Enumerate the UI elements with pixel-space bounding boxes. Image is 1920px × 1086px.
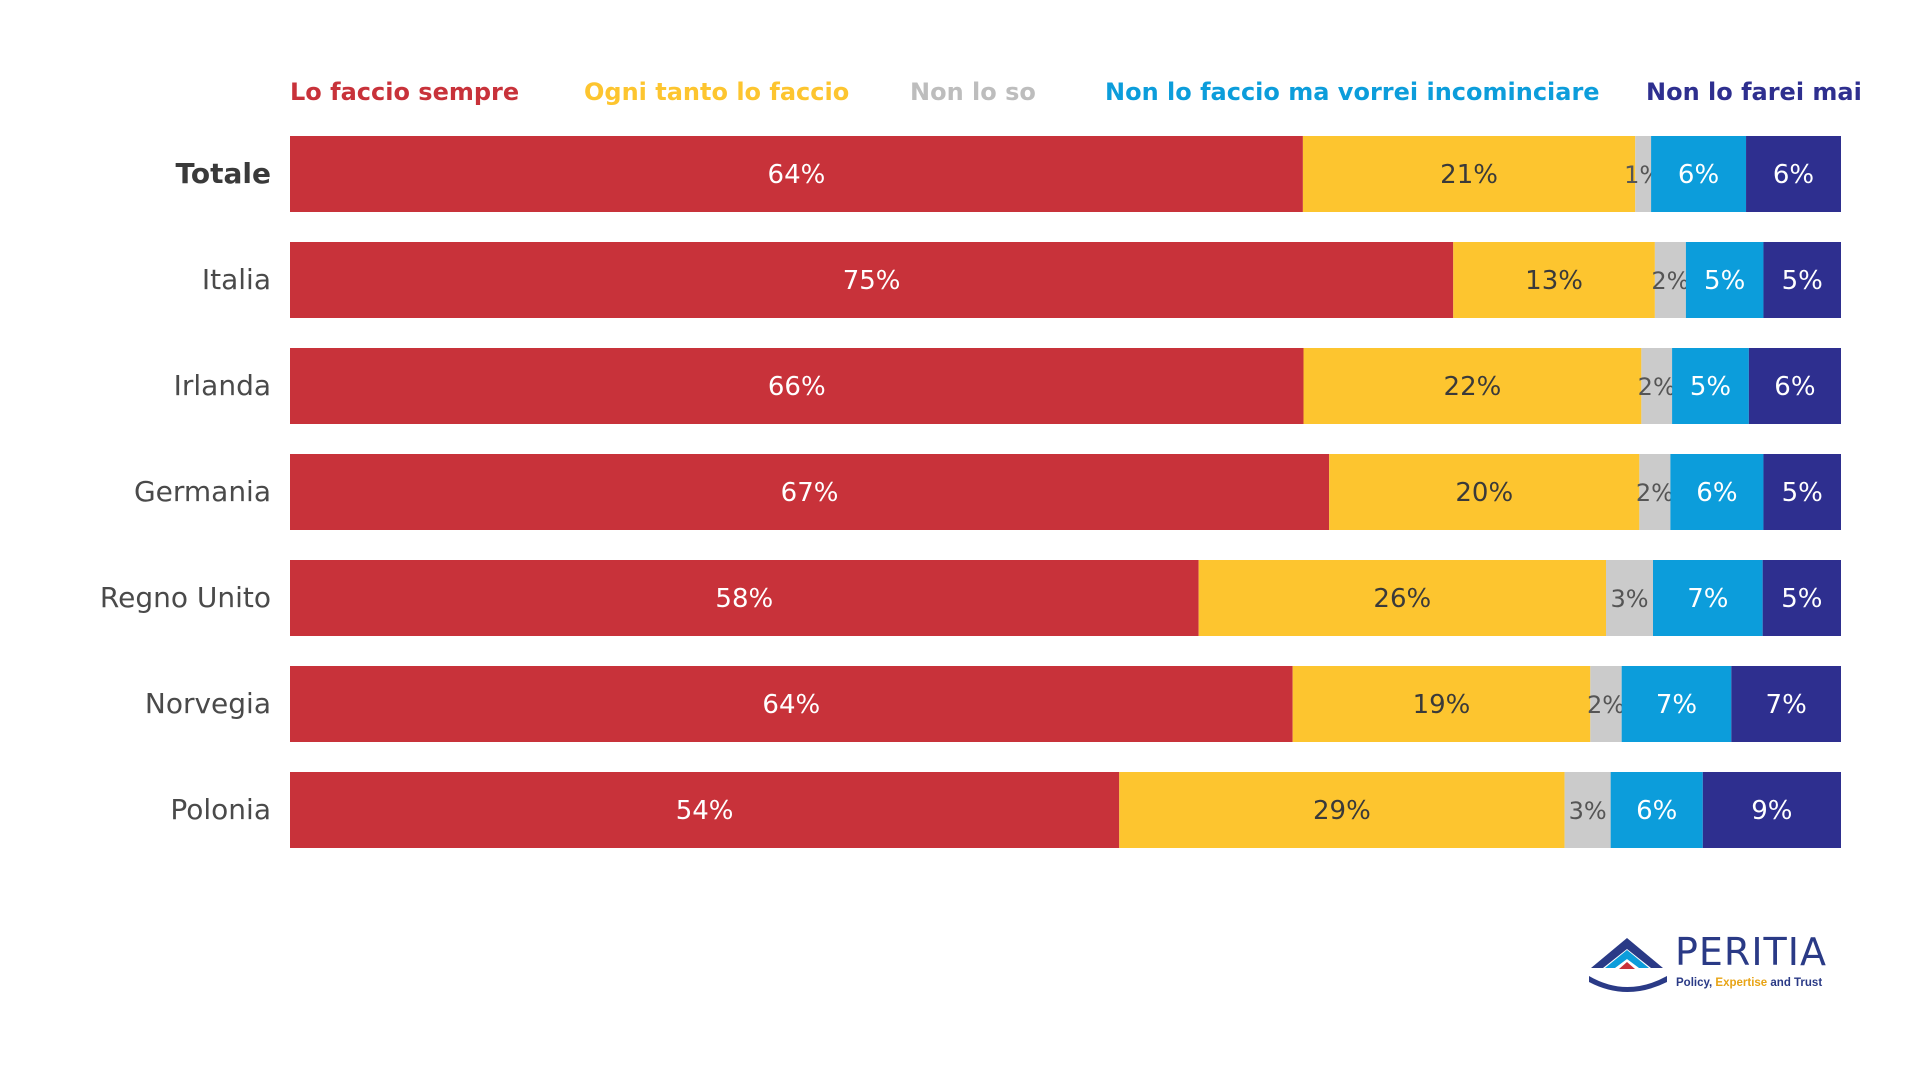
category-label: Irlanda — [174, 369, 271, 402]
data-label: 7% — [1687, 584, 1728, 614]
bar-segment — [1329, 454, 1640, 530]
peritia-logo: PERITIA Policy, Expertise and Trust — [1585, 930, 1845, 1000]
data-label: 29% — [1313, 796, 1371, 826]
bar-segment — [290, 454, 1330, 530]
data-label: 2% — [1651, 267, 1689, 295]
data-label: 67% — [781, 478, 839, 508]
data-label: 13% — [1525, 266, 1583, 296]
bar-segment — [1453, 242, 1655, 318]
bar-segment — [1702, 772, 1841, 848]
bar-segment — [1292, 666, 1591, 742]
legend-item-3: Non lo so — [910, 78, 1036, 106]
bar-segment — [1621, 666, 1732, 742]
data-label: 2% — [1587, 691, 1625, 719]
category-label: Italia — [202, 263, 271, 296]
data-label: 6% — [1696, 478, 1737, 508]
bar-segment — [290, 136, 1303, 212]
legend-item-4: Non lo faccio ma vorrei incominciare — [1105, 78, 1600, 106]
bar-segment — [290, 560, 1199, 636]
bar-segment — [1590, 666, 1622, 742]
bar-segment — [1303, 348, 1642, 424]
bar-segment — [1685, 242, 1764, 318]
bar-segment — [1746, 136, 1841, 212]
bar-segment — [1763, 242, 1841, 318]
data-label: 5% — [1782, 266, 1823, 296]
bar-segment — [1641, 348, 1673, 424]
data-label: 5% — [1704, 266, 1745, 296]
bar-segment — [1762, 560, 1841, 636]
logo-tagline: Policy, Expertise and Trust — [1676, 977, 1823, 989]
category-label: Totale — [176, 157, 271, 190]
category-label: Polonia — [170, 793, 271, 826]
data-label: 26% — [1373, 584, 1431, 614]
data-label: 21% — [1440, 160, 1498, 190]
data-label: 5% — [1782, 478, 1823, 508]
data-label: 3% — [1610, 585, 1648, 613]
data-label: 58% — [715, 584, 773, 614]
legend-item-5: Non lo farei mai — [1646, 78, 1862, 106]
data-label: 20% — [1455, 478, 1513, 508]
data-label: 2% — [1638, 373, 1676, 401]
data-label: 19% — [1413, 690, 1471, 720]
bar-segment — [1731, 666, 1841, 742]
category-label: Regno Unito — [100, 581, 271, 614]
data-label: 6% — [1773, 160, 1814, 190]
data-label: 6% — [1774, 372, 1815, 402]
data-label: 5% — [1781, 584, 1822, 614]
data-label: 66% — [768, 372, 826, 402]
bar-segment — [1654, 242, 1686, 318]
data-label: 75% — [843, 266, 901, 296]
peritia-roof-icon — [1589, 938, 1667, 992]
legend-item-1: Lo faccio sempre — [290, 78, 520, 106]
data-label: 7% — [1766, 690, 1807, 720]
data-label: 6% — [1678, 160, 1719, 190]
bar-segment — [1302, 136, 1636, 212]
logo-title: PERITIA — [1675, 930, 1827, 974]
bar-segment — [1610, 772, 1703, 848]
bar-segment — [1198, 560, 1606, 636]
bar-segment — [290, 772, 1120, 848]
bar-segment — [1639, 454, 1671, 530]
data-label: 6% — [1636, 796, 1677, 826]
data-label: 64% — [768, 160, 826, 190]
bar-segment — [1670, 454, 1764, 530]
bar-segment — [290, 242, 1454, 318]
bar-segment — [1672, 348, 1749, 424]
bar-segment — [290, 666, 1293, 742]
data-label: 2% — [1636, 479, 1674, 507]
bar-segment — [1635, 136, 1652, 212]
data-label: 54% — [676, 796, 734, 826]
bar-segment — [1606, 560, 1653, 636]
bar-segment — [1651, 136, 1747, 212]
data-label: 22% — [1444, 372, 1502, 402]
data-label: 5% — [1690, 372, 1731, 402]
category-label: Germania — [134, 475, 271, 508]
bar-segment — [1748, 348, 1841, 424]
category-label: Norvegia — [145, 687, 271, 720]
bar-segment — [1119, 772, 1565, 848]
data-label: 64% — [762, 690, 820, 720]
bar-segment — [290, 348, 1304, 424]
data-label: 7% — [1656, 690, 1697, 720]
data-label: 3% — [1569, 797, 1607, 825]
bar-segment — [1653, 560, 1763, 636]
bar-segment — [1763, 454, 1841, 530]
data-label: 9% — [1751, 796, 1792, 826]
legend-item-2: Ogni tanto lo faccio — [584, 78, 850, 106]
bar-segment — [1564, 772, 1611, 848]
